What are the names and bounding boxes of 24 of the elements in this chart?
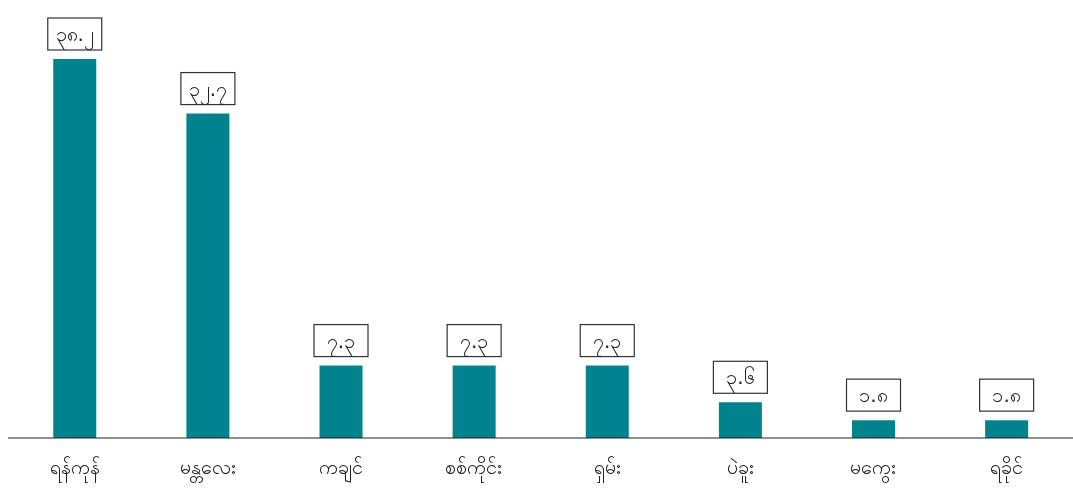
x-tick-label: ရှမ်း (593, 455, 621, 484)
x-tick-label: မန္တလေး (179, 455, 236, 484)
data-label: ၃.၆ (726, 365, 755, 394)
x-tick-label: မကွေး (850, 455, 897, 484)
x-tick-label: ကချင် (318, 455, 363, 484)
bar (985, 420, 1029, 438)
x-tick-label: ရခိုင် (989, 455, 1023, 484)
x-tick-label: စစ်ကိုင်း (445, 455, 503, 484)
bar (53, 59, 97, 438)
data-label: ၇.၃ (593, 328, 622, 357)
data-label: ၇.၃ (459, 328, 489, 357)
data-label: ၁.၈ (992, 383, 1021, 408)
data-label: ၁.၈ (859, 383, 888, 408)
bar (718, 402, 762, 438)
bar (852, 420, 896, 438)
bar (452, 365, 496, 438)
data-label: ၃၂.၇ (188, 76, 228, 105)
data-label: ၇.၃ (326, 328, 356, 357)
bar (186, 113, 230, 438)
x-tick-label: ပဲခူး (726, 455, 754, 484)
data-label: ၃၈.၂ (55, 22, 94, 50)
bar (319, 365, 363, 438)
x-tick-label: ရန်ကုန် (49, 455, 100, 484)
bar (585, 365, 629, 438)
